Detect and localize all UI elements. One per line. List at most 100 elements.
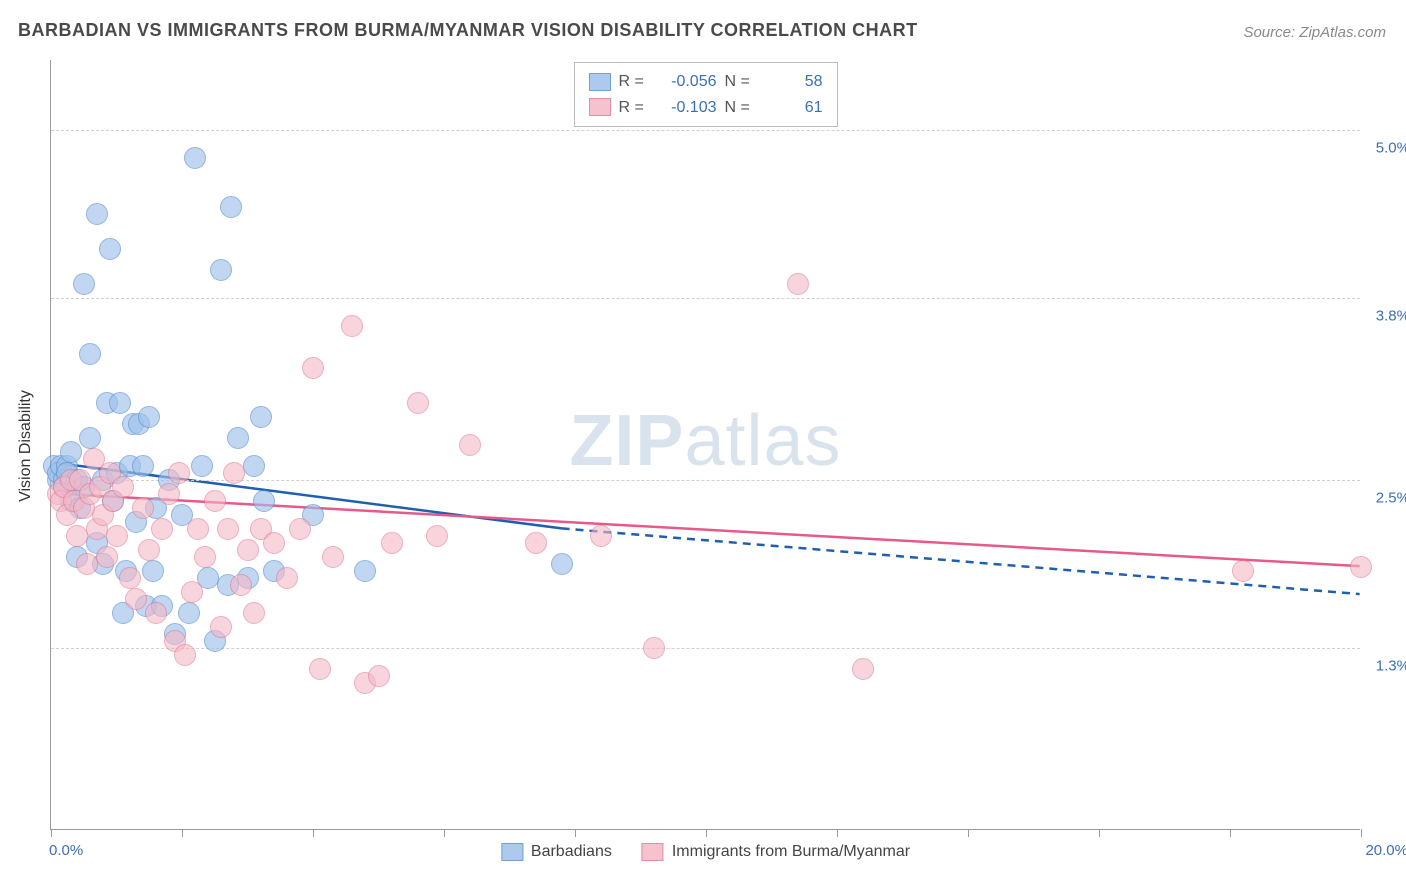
gridline xyxy=(51,130,1360,131)
xtick xyxy=(444,829,445,837)
data-point-burma xyxy=(204,490,226,512)
data-point-burma xyxy=(230,574,252,596)
data-point-burma xyxy=(426,525,448,547)
r-label: R = xyxy=(619,69,649,95)
data-point-burma xyxy=(210,616,232,638)
swatch-burma xyxy=(589,98,611,116)
data-point-burma xyxy=(145,602,167,624)
data-point-barbadians xyxy=(79,427,101,449)
data-point-barbadians xyxy=(132,455,154,477)
watermark-bold: ZIP xyxy=(569,400,684,480)
gridline xyxy=(51,648,1360,649)
data-point-burma xyxy=(263,532,285,554)
data-point-burma xyxy=(237,539,259,561)
data-point-burma xyxy=(1232,560,1254,582)
n-value-burma: 61 xyxy=(763,95,823,121)
series-legend: Barbadians Immigrants from Burma/Myanmar xyxy=(501,843,910,861)
data-point-burma xyxy=(158,483,180,505)
r-value-burma: -0.103 xyxy=(657,95,717,121)
data-point-barbadians xyxy=(253,490,275,512)
data-point-barbadians xyxy=(220,196,242,218)
ytick-label: 1.3% xyxy=(1365,658,1406,675)
n-label: N = xyxy=(725,69,755,95)
data-point-burma xyxy=(151,518,173,540)
data-point-burma xyxy=(643,637,665,659)
n-value-barbadians: 58 xyxy=(763,69,823,95)
data-point-barbadians xyxy=(86,203,108,225)
data-point-barbadians xyxy=(227,427,249,449)
gridline xyxy=(51,480,1360,481)
data-point-burma xyxy=(138,539,160,561)
series-label-burma: Immigrants from Burma/Myanmar xyxy=(672,843,910,861)
data-point-burma xyxy=(787,273,809,295)
data-point-barbadians xyxy=(178,602,200,624)
plot-area: ZIPatlas R = -0.056 N = 58 R = -0.103 N … xyxy=(50,60,1360,830)
chart-title: BARBADIAN VS IMMIGRANTS FROM BURMA/MYANM… xyxy=(18,20,918,41)
ytick-label: 5.0% xyxy=(1365,140,1406,157)
data-point-burma xyxy=(407,392,429,414)
stats-legend: R = -0.056 N = 58 R = -0.103 N = 61 xyxy=(574,62,838,127)
data-point-barbadians xyxy=(99,238,121,260)
y-axis-label: Vision Disability xyxy=(17,390,35,502)
ytick-label: 3.8% xyxy=(1365,308,1406,325)
swatch-burma-bottom xyxy=(642,843,664,861)
n-label: N = xyxy=(725,95,755,121)
stats-row-burma: R = -0.103 N = 61 xyxy=(589,95,823,121)
data-point-burma xyxy=(187,518,209,540)
x-min-label: 0.0% xyxy=(49,842,83,859)
r-label: R = xyxy=(619,95,649,121)
data-point-barbadians xyxy=(551,553,573,575)
data-point-burma xyxy=(590,525,612,547)
data-point-burma xyxy=(381,532,403,554)
data-point-barbadians xyxy=(250,406,272,428)
data-point-barbadians xyxy=(73,273,95,295)
data-point-burma xyxy=(112,476,134,498)
xtick xyxy=(837,829,838,837)
xtick xyxy=(575,829,576,837)
data-point-burma xyxy=(302,357,324,379)
data-point-burma xyxy=(168,462,190,484)
data-point-burma xyxy=(459,434,481,456)
xtick xyxy=(51,829,52,837)
xtick xyxy=(706,829,707,837)
data-point-burma xyxy=(243,602,265,624)
data-point-barbadians xyxy=(60,441,82,463)
source-attribution: Source: ZipAtlas.com xyxy=(1243,24,1386,41)
r-value-barbadians: -0.056 xyxy=(657,69,717,95)
data-point-barbadians xyxy=(210,259,232,281)
legend-item-burma: Immigrants from Burma/Myanmar xyxy=(642,843,910,861)
trend-lines xyxy=(51,60,1360,829)
gridline xyxy=(51,298,1360,299)
swatch-barbadians xyxy=(589,73,611,91)
data-point-burma xyxy=(106,525,128,547)
data-point-burma xyxy=(223,462,245,484)
watermark-light: atlas xyxy=(684,400,841,480)
data-point-burma xyxy=(525,532,547,554)
data-point-barbadians xyxy=(191,455,213,477)
ytick-label: 2.5% xyxy=(1365,490,1406,507)
data-point-burma xyxy=(852,658,874,680)
data-point-burma xyxy=(368,665,390,687)
data-point-barbadians xyxy=(184,147,206,169)
correlation-chart: BARBADIAN VS IMMIGRANTS FROM BURMA/MYANM… xyxy=(0,0,1406,892)
data-point-burma xyxy=(276,567,298,589)
watermark: ZIPatlas xyxy=(569,399,841,481)
xtick xyxy=(182,829,183,837)
x-max-label: 20.0% xyxy=(1365,842,1406,859)
data-point-barbadians xyxy=(138,406,160,428)
legend-item-barbadians: Barbadians xyxy=(501,843,612,861)
data-point-burma xyxy=(322,546,344,568)
xtick xyxy=(1230,829,1231,837)
stats-row-barbadians: R = -0.056 N = 58 xyxy=(589,69,823,95)
data-point-barbadians xyxy=(142,560,164,582)
data-point-burma xyxy=(194,546,216,568)
data-point-burma xyxy=(119,567,141,589)
data-point-burma xyxy=(217,518,239,540)
xtick xyxy=(1099,829,1100,837)
data-point-barbadians xyxy=(109,392,131,414)
xtick xyxy=(313,829,314,837)
data-point-burma xyxy=(174,644,196,666)
data-point-burma xyxy=(125,588,147,610)
data-point-barbadians xyxy=(354,560,376,582)
xtick xyxy=(1361,829,1362,837)
